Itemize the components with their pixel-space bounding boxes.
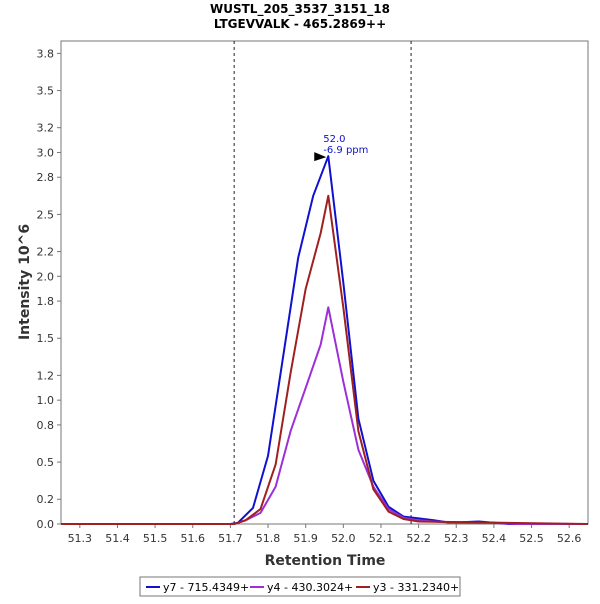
- y-tick-label: 2.8: [37, 171, 55, 184]
- y-tick-label: 0.0: [37, 518, 55, 531]
- x-tick-label: 52.6: [557, 532, 582, 545]
- x-tick-label: 52.5: [519, 532, 544, 545]
- y-tick-label: 0.2: [37, 493, 55, 506]
- x-axis-title: Retention Time: [265, 553, 386, 569]
- y-axis: 0.0 0.2 0.5 0.8 1.0 1.2 1.5 1.8 2.0 2.2 2.5 2.8 3.0 3…: [37, 47, 61, 531]
- y-tick-label: 2.5: [37, 208, 55, 221]
- y-tick-label: 3.5: [37, 85, 55, 98]
- x-tick-label: 51.3: [68, 532, 93, 545]
- y-tick-label: 3.8: [37, 47, 55, 60]
- y-tick-label: 1.2: [37, 369, 55, 382]
- series-lines: [61, 155, 589, 525]
- plot-area: [60, 40, 589, 525]
- x-tick-label: 51.6: [181, 532, 206, 545]
- y-tick-label: 0.5: [37, 456, 55, 469]
- x-tick-label: 51.8: [256, 532, 281, 545]
- y-tick-label: 3.0: [37, 146, 55, 159]
- x-tick-label: 51.4: [105, 532, 130, 545]
- legend-label: y3 - 331.2340+: [373, 581, 459, 594]
- legend-box: [139, 576, 461, 597]
- x-tick-label: 52.1: [369, 532, 394, 545]
- peak-annotation: 52.0-6.9 ppm: [314, 134, 368, 162]
- y-axis-title: Intensity 10^6: [17, 224, 33, 340]
- chart-title: WUSTL_205_3537_3151_18: [210, 2, 390, 17]
- series-line-2: [61, 194, 589, 525]
- x-tick-label: 51.5: [143, 532, 168, 545]
- y-tick-label: 2.0: [37, 270, 55, 283]
- x-tick-label: 52.4: [482, 532, 507, 545]
- x-axis: 51.3 51.4 51.5 51.6 51.7 51.8 51.9 52.0 52.1 52.2…: [68, 524, 582, 545]
- legend-label: y7 - 715.4349+: [163, 581, 249, 594]
- chart-subtitle: LTGEVVALK - 465.2869++: [214, 17, 386, 31]
- y-tick-label: 1.8: [37, 295, 55, 308]
- x-tick-label: 52.3: [444, 532, 469, 545]
- peak-rt-label: 52.0: [323, 134, 345, 145]
- x-tick-label: 52.0: [331, 532, 356, 545]
- legend-label: y4 - 430.3024+: [267, 581, 353, 594]
- y-tick-label: 2.2: [37, 246, 55, 259]
- legend: y7 - 715.4349+ y4 - 430.3024+ y3 - 331.234…: [146, 581, 459, 594]
- x-tick-label: 51.9: [293, 532, 318, 545]
- peak-boundaries: [233, 41, 412, 524]
- peak-ppm-label: -6.9 ppm: [323, 145, 368, 156]
- x-tick-label: 51.7: [218, 532, 243, 545]
- y-tick-label: 1.5: [37, 332, 55, 345]
- peak-arrow: [314, 152, 327, 162]
- y-tick-label: 3.2: [37, 122, 55, 135]
- x-tick-label: 52.2: [406, 532, 431, 545]
- y-tick-label: 1.0: [37, 394, 55, 407]
- y-tick-label: 0.8: [37, 419, 55, 432]
